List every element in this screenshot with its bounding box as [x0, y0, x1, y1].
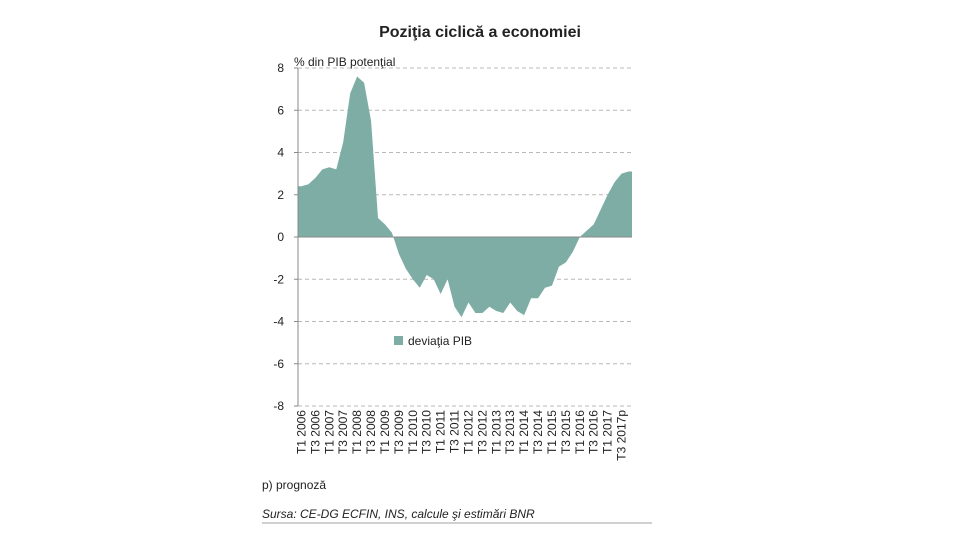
y-tick-label: 4 [277, 146, 284, 160]
legend-label: deviaţia PIB [408, 334, 472, 348]
x-tick-label: T1 2016 [573, 410, 587, 454]
y-tick-labels: 8 6 4 2 0 -2 -4 -6 -8 [273, 61, 284, 413]
source-note: Sursa: CE-DG ECFIN, INS, calcule şi esti… [262, 507, 535, 521]
x-tick-label: T1 2014 [517, 410, 531, 454]
x-tick-label: T3 2006 [308, 410, 322, 454]
legend: deviaţia PIB [394, 334, 472, 348]
x-tick-label: T3 2014 [531, 410, 545, 454]
source-divider [262, 522, 652, 524]
series-area-path [298, 76, 632, 318]
x-tick-label: T1 2009 [378, 410, 392, 454]
chart-title: Poziţia ciclică a economiei [379, 24, 581, 41]
x-tick-label: T1 2012 [461, 410, 475, 454]
x-tick-label: T1 2010 [406, 410, 420, 454]
x-tick-label: T1 2007 [322, 410, 336, 454]
x-tick-label: T3 2010 [420, 410, 434, 454]
y-tick-label: 0 [277, 230, 284, 244]
x-tick-label: T3 2013 [503, 410, 517, 454]
y-axis-label: % din PIB potenţial [294, 55, 395, 69]
x-tick-label: T3 2007 [336, 410, 350, 454]
x-tick-label: T3 2009 [392, 410, 406, 454]
x-tick-label: T3 2016 [587, 410, 601, 454]
y-tick-label: 8 [277, 61, 284, 75]
x-tick-label: T1 2013 [489, 410, 503, 454]
y-tick-label: 6 [277, 103, 284, 117]
y-tick-label: -4 [273, 315, 284, 329]
footnote: p) prognoză [262, 478, 327, 492]
axes [294, 67, 632, 407]
x-tick-label: T3 2012 [475, 410, 489, 454]
x-tick-labels: T1 2006 T3 2006 T1 2007 T3 2007 T1 2008 T3 20… [294, 410, 628, 461]
x-tick-label: T1 2017 [601, 410, 615, 454]
y-tick-label: -2 [273, 272, 284, 286]
y-tick-label: 2 [277, 188, 284, 202]
x-tick-label: T1 2008 [350, 410, 364, 454]
x-tick-label: T1 2015 [545, 410, 559, 454]
x-tick-label: T3 2008 [364, 410, 378, 454]
y-tick-label: -8 [273, 399, 284, 413]
y-tick-label: -6 [273, 357, 284, 371]
x-tick-label: T1 2011 [434, 410, 448, 453]
x-tick-label: T3 2017p [615, 410, 629, 461]
x-tick-label: T3 2015 [559, 410, 573, 454]
x-tick-label: T3 2011 [448, 410, 462, 453]
x-tick-label: T1 2006 [294, 410, 308, 454]
legend-swatch [394, 336, 403, 345]
series-area [298, 76, 632, 318]
